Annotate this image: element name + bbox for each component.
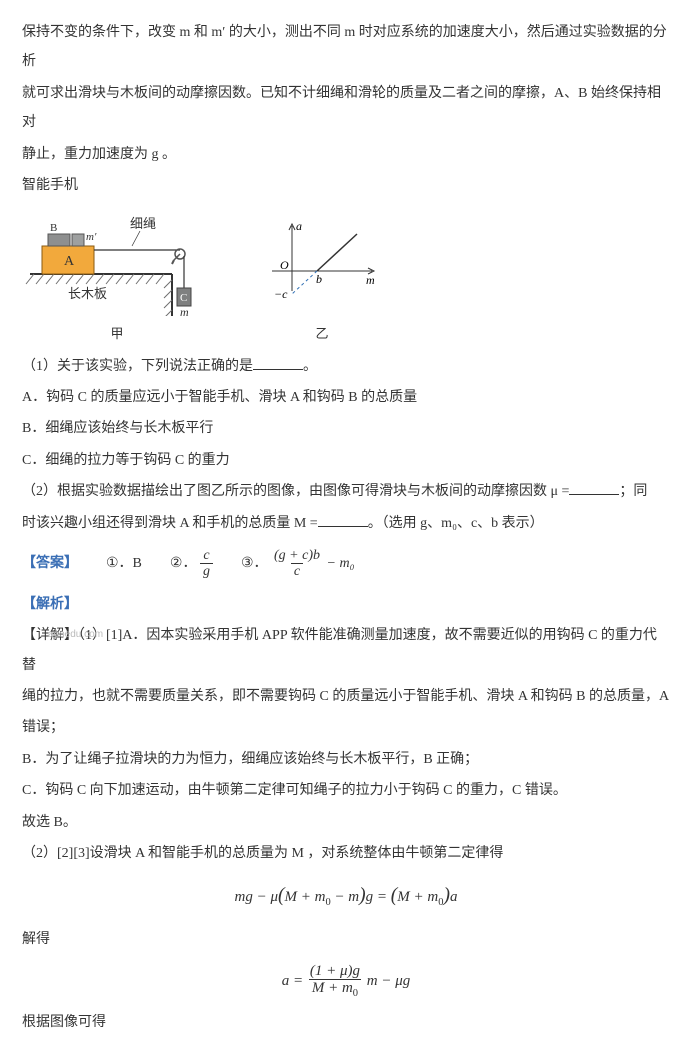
equation-1: mg − μ(M + m0 − m)g = (M + m0)a — [22, 876, 670, 917]
detail-line-b: B．为了让绳子拉滑块的力为恒力，细绳应该始终与长木板平行，B 正确； — [22, 745, 670, 774]
watermark-url: aooedu.com — [48, 624, 103, 645]
svg-text:C: C — [180, 292, 187, 304]
svg-text:m′: m′ — [86, 231, 97, 243]
intro-line-2: 就可求出滑块与木板间的动摩擦因数。已知不计细绳和滑轮的质量及二者之间的摩擦，A、… — [22, 79, 670, 138]
intro-line-1: 保持不变的条件下，改变 m 和 m′ 的大小，测出不同 m 时对应系统的加速度大… — [22, 18, 670, 77]
equation-2: a = (1 + μ)g M + m0 m − μg — [22, 963, 670, 1000]
graph-right: a O m b −c — [262, 216, 382, 316]
phone-label-text: 智能手机 — [22, 171, 670, 200]
q1-option-b: B．细绳应该始终与长木板平行 — [22, 414, 670, 443]
q2-line-1: （2）根据实验数据描绘出了图乙所示的图像，由图像可得滑块与木板间的动摩擦因数 μ… — [22, 477, 670, 506]
diagram-left: 长木板 A B m′ 细绳 C m — [22, 206, 212, 316]
answer-label: 【答案】 — [22, 549, 78, 578]
caption-right: 乙 — [315, 320, 328, 347]
svg-text:b: b — [316, 272, 322, 286]
detail-pick: 故选 B。 — [22, 808, 670, 837]
answer-1: ①．B — [106, 549, 142, 578]
solve-label: 解得 — [22, 925, 670, 954]
svg-text:细绳: 细绳 — [130, 216, 156, 231]
svg-text:O: O — [280, 258, 289, 272]
svg-text:a: a — [296, 219, 302, 233]
svg-text:A: A — [64, 254, 75, 269]
q1-option-c: C．细绳的拉力等于钩码 C 的重力 — [22, 446, 670, 475]
intro-line-3: 静止，重力加速度为 g 。 — [22, 140, 670, 169]
figure-left-col: 长木板 A B m′ 细绳 C m 甲 — [22, 206, 212, 347]
last-line: 根据图像可得 — [22, 1008, 670, 1037]
detail-line-c: C．钩码 C 向下加速运动，由牛顿第二定律可知绳子的拉力小于钩码 C 的重力，C… — [22, 776, 670, 805]
svg-text:m: m — [180, 305, 189, 316]
svg-text:m: m — [366, 273, 375, 287]
board-label: 长木板 — [68, 286, 107, 301]
q2-line-2: 时该兴趣小组还得到滑块 A 和手机的总质量 M =。（选用 g、m₀、c、b 表… — [22, 509, 670, 538]
answer-2: ②． cg — [170, 548, 213, 580]
detail-line-4: （2）[2][3]设滑块 A 和智能手机的总质量为 M ，对系统整体由牛顿第二定… — [22, 839, 670, 868]
svg-text:−c: −c — [274, 287, 288, 301]
q1-option-a: A．钩码 C 的质量应远小于智能手机、滑块 A 和钩码 B 的总质量 — [22, 383, 670, 412]
detail-line-2: 绳的拉力，也就不需要质量关系，即不需要钩码 C 的质量远小于智能手机、滑块 A … — [22, 682, 670, 711]
svg-text:B: B — [50, 222, 57, 234]
figure-right-col: a O m b −c 乙 — [262, 216, 382, 347]
detail-line-3: 错误； — [22, 713, 670, 742]
answer-3: ③． (g + c)bc − m₀ — [241, 548, 355, 580]
figure-row: 长木板 A B m′ 细绳 C m 甲 — [22, 206, 670, 347]
caption-left: 甲 — [110, 320, 123, 347]
detail-line-1: 【详解】（1）[1]A．因本实验采用手机 APP 软件能准确测量加速度，故不需要… — [22, 621, 670, 680]
analysis-label: 【解析】 — [22, 597, 78, 612]
answer-row: 【答案】 ①．B ②． cg ③． (g + c)bc − m₀ — [22, 548, 670, 580]
q1-prompt: （1）关于该实验，下列说法正确的是。 — [22, 352, 670, 381]
